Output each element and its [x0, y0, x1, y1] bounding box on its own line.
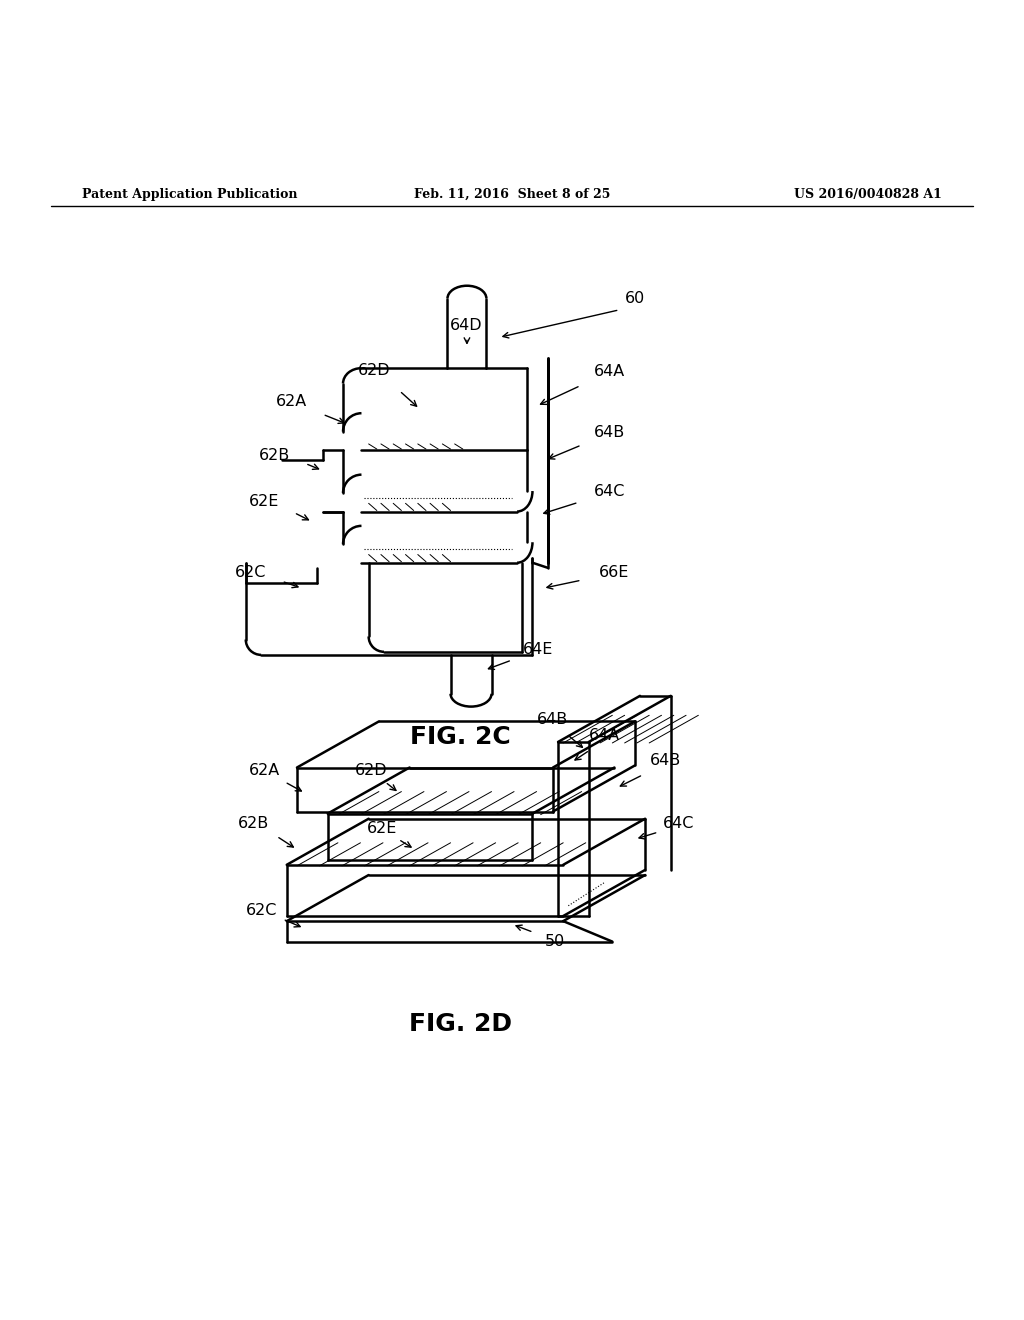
Text: 66E: 66E: [599, 565, 630, 581]
Text: 64A: 64A: [589, 729, 620, 743]
Text: US 2016/0040828 A1: US 2016/0040828 A1: [795, 187, 942, 201]
Text: 64D: 64D: [450, 318, 482, 333]
Text: 62E: 62E: [249, 494, 280, 508]
Text: Patent Application Publication: Patent Application Publication: [82, 187, 297, 201]
Text: 64B: 64B: [538, 711, 568, 727]
Text: 62B: 62B: [239, 816, 269, 832]
Text: 62D: 62D: [354, 763, 387, 777]
Text: 64E: 64E: [522, 643, 553, 657]
Text: 62B: 62B: [259, 447, 290, 463]
Text: 64C: 64C: [594, 483, 625, 499]
Text: 62A: 62A: [276, 395, 307, 409]
Text: 62C: 62C: [236, 565, 266, 581]
Text: FIG. 2C: FIG. 2C: [411, 725, 511, 748]
Text: Feb. 11, 2016  Sheet 8 of 25: Feb. 11, 2016 Sheet 8 of 25: [414, 187, 610, 201]
Text: 64B: 64B: [650, 752, 681, 768]
Text: 60: 60: [625, 290, 645, 306]
Text: 62C: 62C: [246, 903, 276, 919]
Text: 64B: 64B: [594, 425, 625, 440]
Text: 64C: 64C: [664, 816, 694, 832]
Text: 62E: 62E: [367, 821, 397, 837]
Text: 62D: 62D: [357, 363, 390, 378]
Text: 50: 50: [545, 935, 565, 949]
Text: 62A: 62A: [249, 763, 280, 777]
Text: FIG. 2D: FIG. 2D: [410, 1011, 512, 1035]
Text: 64A: 64A: [594, 364, 625, 379]
